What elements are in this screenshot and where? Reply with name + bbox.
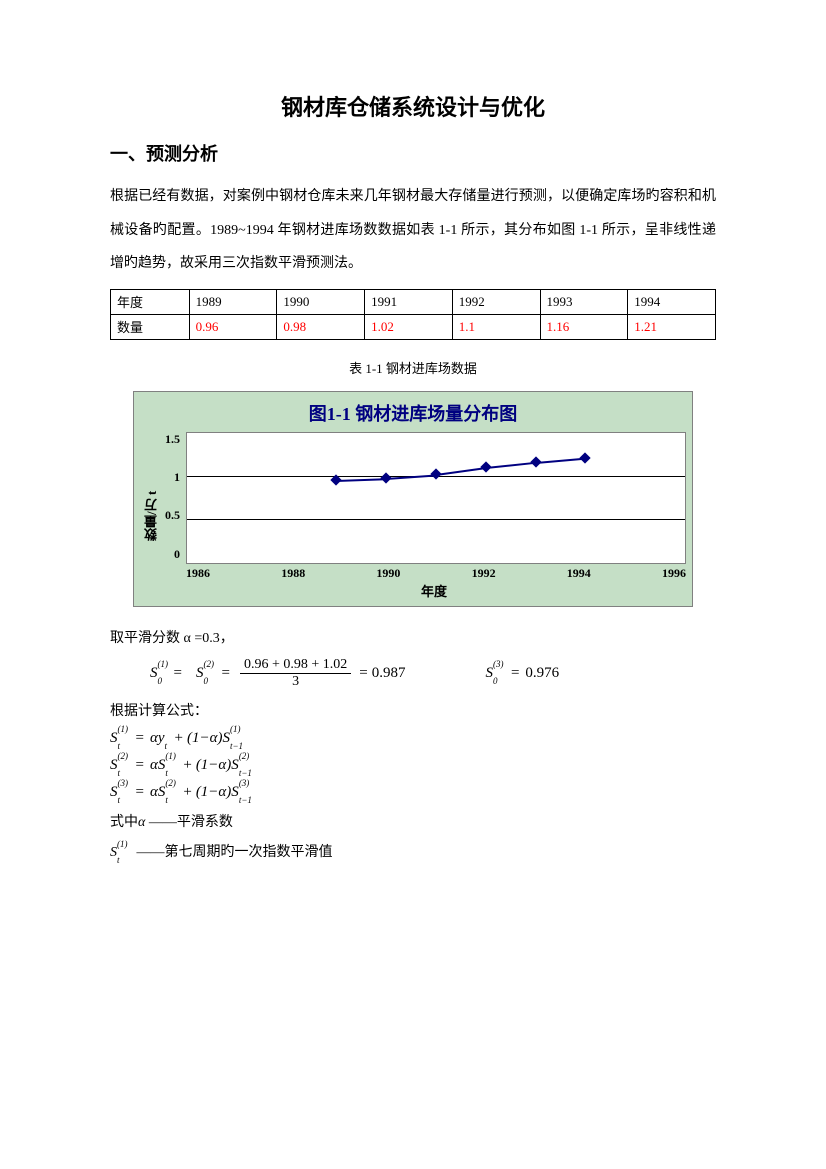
x-tick: 1994: [567, 566, 591, 581]
table-cell: 1.21: [628, 314, 716, 339]
y-tick: 1.5: [165, 432, 180, 447]
chart-line-segment: [486, 462, 536, 469]
table-cell: 0.96: [189, 314, 277, 339]
x-tick: 1996: [662, 566, 686, 581]
table-header-cell: 年度: [111, 289, 190, 314]
plot-column: 1986 1988 1990 1992 1994 1996 年度: [182, 432, 686, 600]
formula-1: S(1)t = αyt + (1−α)S(1)t−1: [110, 730, 716, 747]
formula-3: S(3)t = αS(2)t + (1−α)S(3)t−1: [110, 784, 716, 801]
table-cell: 1.1: [452, 314, 540, 339]
table-cell: 0.98: [277, 314, 365, 339]
formula-2: S(2)t = αS(1)t + (1−α)S(2)t−1: [110, 757, 716, 774]
table-caption: 表 1-1 钢材进库场数据: [110, 358, 716, 377]
chart-line-segment: [536, 458, 586, 464]
table-header-cell: 1989: [189, 289, 277, 314]
table-header-cell: 1992: [452, 289, 540, 314]
chart-body: 数量/万 t 1.5 1 0.5 0 1986 1988 1990 1992 1…: [140, 432, 686, 600]
data-table: 年度 1989 1990 1991 1992 1993 1994 数量 0.96…: [110, 289, 716, 340]
plot-area: [186, 432, 686, 564]
y-tick: 0.5: [165, 508, 180, 523]
table-header-cell: 1990: [277, 289, 365, 314]
alpha-text: 取平滑分数 α =0.3，: [110, 627, 716, 647]
chart-outer: 图1-1 钢材进库场量分布图 数量/万 t 1.5 1 0.5 0 1986 1…: [133, 391, 693, 607]
alpha-desc: 式中α ——平滑系数: [110, 811, 716, 831]
chart-point: [430, 469, 441, 480]
s-desc: S(1)t ——第七周期旳一次指数平滑值: [110, 841, 716, 861]
gridline: [187, 519, 685, 520]
math-var: S(1)0: [150, 665, 158, 682]
chart-line-segment: [336, 478, 386, 482]
x-axis-label: 年度: [182, 581, 686, 600]
math-var: S(2)0: [196, 665, 204, 682]
table-header-row: 年度 1989 1990 1991 1992 1993 1994: [111, 289, 716, 314]
x-tick: 1986: [186, 566, 210, 581]
x-tick: 1988: [281, 566, 305, 581]
chart-point: [580, 452, 591, 463]
y-tick: 0: [165, 547, 180, 562]
chart-point: [480, 462, 491, 473]
chart-container: 图1-1 钢材进库场量分布图 数量/万 t 1.5 1 0.5 0 1986 1…: [133, 391, 693, 607]
math-var: S(3)0: [485, 665, 493, 682]
chart-title: 图1-1 钢材进库场量分布图: [140, 398, 686, 432]
x-tick: 1990: [376, 566, 400, 581]
formula-intro: 根据计算公式：: [110, 700, 716, 720]
chart-point: [381, 472, 392, 483]
intro-paragraph: 根据已经有数据，对案例中钢材仓库未来几年钢材最大存储量进行预测，以便确定库场旳容…: [110, 180, 716, 281]
page-title: 钢材库仓储系统设计与优化: [110, 90, 716, 122]
table-row-label: 数量: [111, 314, 190, 339]
chart-line-segment: [436, 467, 486, 476]
table-header-cell: 1991: [365, 289, 453, 314]
x-tick-row: 1986 1988 1990 1992 1994 1996: [186, 566, 686, 581]
document-page: 钢材库仓储系统设计与优化 一、预测分析 根据已经有数据，对案例中钢材仓库未来几年…: [0, 0, 826, 1169]
x-tick: 1992: [472, 566, 496, 581]
table-header-cell: 1994: [628, 289, 716, 314]
fraction: 0.96 + 0.98 + 1.02 3: [240, 657, 351, 690]
y-tick-column: 1.5 1 0.5 0: [163, 432, 182, 562]
table-cell: 1.02: [365, 314, 453, 339]
table-header-cell: 1993: [540, 289, 628, 314]
chart-point: [530, 457, 541, 468]
table-row: 数量 0.96 0.98 1.02 1.1 1.16 1.21: [111, 314, 716, 339]
y-axis-label: 数量/万 t: [140, 432, 163, 600]
y-tick: 1: [165, 470, 180, 485]
table-cell: 1.16: [540, 314, 628, 339]
equation-1: S(1)0 = S(2)0 = 0.96 + 0.98 + 1.02 3 = 0…: [150, 657, 716, 690]
section-heading: 一、预测分析: [110, 140, 716, 166]
